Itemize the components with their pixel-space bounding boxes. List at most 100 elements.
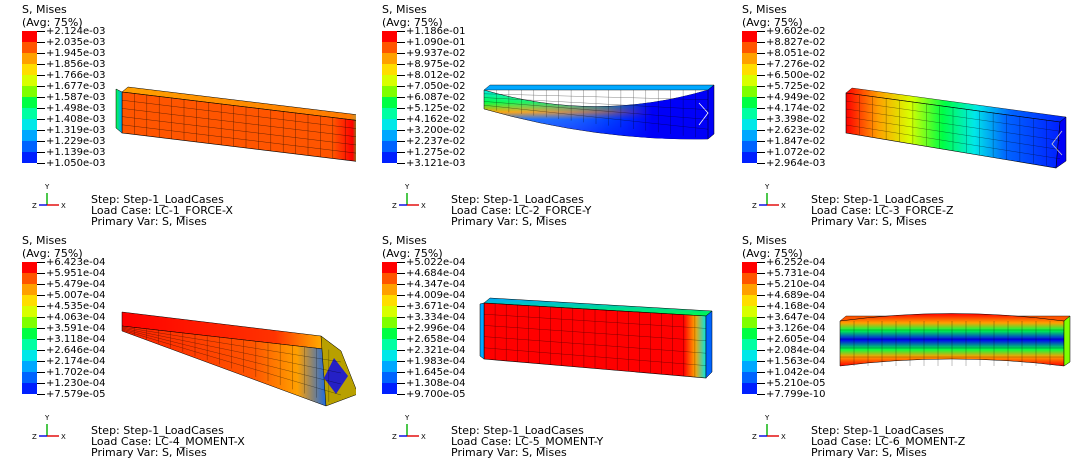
legend-tick (37, 383, 45, 384)
legend-tick (397, 339, 405, 340)
legend-tick (37, 163, 45, 164)
legend-tick (37, 317, 45, 318)
legend-tick (37, 141, 45, 142)
beam-contour-plot (479, 297, 713, 379)
legend-tick (37, 284, 45, 285)
legend-tick (397, 383, 405, 384)
legend-tick (397, 328, 405, 329)
legend-value: +2.964e-03 (766, 158, 826, 169)
legend-swatch (382, 152, 397, 163)
legend-tick (397, 64, 405, 65)
legend-swatch (742, 372, 757, 383)
load-case-label: Load Case: LC-4_MOMENT-X (91, 435, 245, 448)
legend-tick (757, 361, 765, 362)
primary-var-label: Primary Var: S, Mises (451, 446, 567, 459)
legend-swatch (382, 284, 397, 295)
legend-swatch (22, 75, 37, 86)
legend-tick (37, 97, 45, 98)
primary-var-label: Primary Var: S, Mises (91, 215, 207, 228)
step-label: Step: Step-1_LoadCases (451, 193, 584, 206)
legend-tick (37, 86, 45, 87)
legend-tick (397, 394, 405, 395)
legend-swatch (742, 262, 757, 273)
legend-swatch (742, 306, 757, 317)
legend-value: +5.007e-04 (46, 290, 106, 301)
legend-swatch (742, 284, 757, 295)
viewport-lc6[interactable]: S, Mises (Avg: 75%) +6.252e-04 +5.731e-04 +… (720, 231, 1080, 462)
legend-tick (37, 64, 45, 65)
legend-value: +4.535e-04 (46, 301, 106, 312)
legend-swatch (22, 284, 37, 295)
contour-legend: +5.022e-04 +4.684e-04 +4.347e-04 +4.009e-04… (382, 257, 502, 405)
legend-swatch (742, 361, 757, 372)
step-info: Step: Step-1_LoadCases Load Case: LC-6_M… (811, 425, 965, 458)
contour-title: S, Mises (Avg: 75%) (22, 234, 83, 260)
legend-swatch (742, 53, 757, 64)
legend-tick (757, 284, 765, 285)
legend-value: +8.012e-02 (406, 70, 466, 81)
legend-swatch (382, 295, 397, 306)
contour-legend: +1.186e-01 +1.090e-01 +9.937e-02 +8.975e-02… (382, 26, 502, 174)
legend-value: +9.700e-05 (406, 389, 466, 400)
legend-swatch (22, 97, 37, 108)
legend-tick (397, 350, 405, 351)
legend-tick (37, 273, 45, 274)
legend-tick (397, 262, 405, 263)
legend-swatch (382, 372, 397, 383)
legend-swatch (22, 350, 37, 361)
legend-tick (397, 75, 405, 76)
legend-swatch (22, 273, 37, 284)
legend-swatch (742, 152, 757, 163)
legend-tick (37, 152, 45, 153)
legend-value: +4.063e-04 (46, 312, 106, 323)
legend-tick (757, 383, 765, 384)
axis-triad-icon: Y X Z (32, 183, 66, 210)
legend-value: +2.646e-04 (46, 345, 106, 356)
beam-contour-plot (483, 84, 715, 140)
legend-value: +1.308e-04 (406, 378, 466, 389)
legend-swatch (382, 42, 397, 53)
legend-value: +2.321e-04 (406, 345, 466, 356)
legend-value: +1.766e-03 (46, 70, 106, 81)
contour-title: S, Mises (Avg: 75%) (742, 234, 803, 260)
primary-var-label: Primary Var: S, Mises (811, 215, 927, 228)
legend-value: +5.210e-04 (766, 279, 826, 290)
legend-tick (397, 97, 405, 98)
legend-value: +1.139e-03 (46, 147, 106, 158)
legend-swatch (22, 262, 37, 273)
legend-value: +1.498e-03 (46, 103, 106, 114)
legend-tick (757, 141, 765, 142)
legend-tick (37, 262, 45, 263)
legend-value: +1.229e-03 (46, 136, 106, 147)
step-info: Step: Step-1_LoadCases Load Case: LC-2_F… (451, 194, 591, 227)
legend-value: +7.050e-02 (406, 81, 466, 92)
legend-value: +6.500e-02 (766, 70, 826, 81)
viewport-lc5[interactable]: S, Mises (Avg: 75%) +5.022e-04 +4.684e-04 +… (360, 231, 720, 462)
viewport-lc4[interactable]: S, Mises (Avg: 75%) +6.423e-04 +5.951e-04 +… (0, 231, 360, 462)
legend-swatch (742, 141, 757, 152)
legend-swatch (22, 339, 37, 350)
legend-value: +3.121e-03 (406, 158, 466, 169)
legend-tick (757, 86, 765, 87)
legend-tick (37, 108, 45, 109)
legend-tick (397, 141, 405, 142)
legend-value: +4.174e-02 (766, 103, 826, 114)
legend-tick (37, 361, 45, 362)
legend-swatch (742, 130, 757, 141)
viewport-lc2[interactable]: S, Mises (Avg: 75%) +1.186e-01 +1.090e-01 +… (360, 0, 720, 231)
legend-tick (757, 350, 765, 351)
legend-value: +3.200e-02 (406, 125, 466, 136)
contour-title: S, Mises (Avg: 75%) (382, 234, 443, 260)
legend-swatch (22, 119, 37, 130)
viewport-lc3[interactable]: S, Mises (Avg: 75%) +9.602e-02 +8.827e-02 +… (720, 0, 1080, 231)
legend-value: +4.168e-04 (766, 301, 826, 312)
legend-value: +1.847e-02 (766, 136, 826, 147)
legend-swatch (742, 119, 757, 130)
legend-tick (397, 130, 405, 131)
legend-value: +4.162e-02 (406, 114, 466, 125)
legend-swatch (382, 53, 397, 64)
legend-value: +1.645e-04 (406, 367, 466, 378)
legend-swatch (742, 108, 757, 119)
legend-value: +1.072e-02 (766, 147, 826, 158)
viewport-lc1[interactable]: S, Mises (Avg: 75%) +2.124e-03 +2.035e-03 +… (0, 0, 360, 231)
